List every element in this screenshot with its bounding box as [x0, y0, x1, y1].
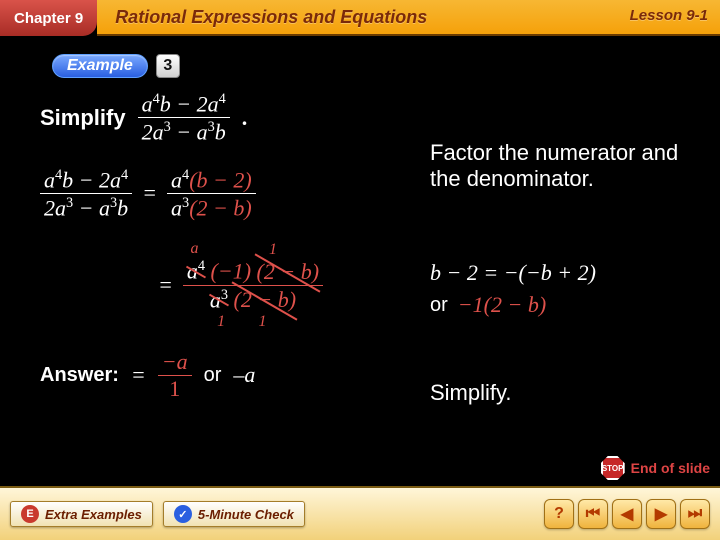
title-band: Rational Expressions and Equations Lesso…	[97, 0, 720, 36]
five-minute-check-button[interactable]: ✓ 5-Minute Check	[163, 501, 305, 527]
last-button[interactable]: ⏭	[680, 499, 710, 529]
prompt-den: 2a3 − a3b	[138, 120, 230, 143]
step1-lhs: a4b − 2a4 2a3 − a3b	[40, 168, 132, 220]
unit-title: Rational Expressions and Equations	[115, 7, 427, 28]
rewrite-lhs: b − 2 = −(−b + 2)	[430, 260, 596, 286]
extra-label: Extra Examples	[45, 507, 142, 522]
end-of-slide: STOP End of slide	[601, 456, 710, 480]
slide-content: Simplify a4b − 2a4 2a3 − a3b . a4b − 2a4…	[40, 92, 680, 470]
step3-explain: Simplify.	[430, 380, 512, 406]
step2-explain: b − 2 = −(−b + 2)	[430, 260, 596, 286]
cancel-a3: a3 1	[210, 288, 228, 311]
nav-cluster: ? ⏮ ◀ ▶ ⏭	[544, 499, 710, 529]
cancel-num-par: (2 − b) 1	[257, 261, 320, 283]
step1-rhs: a4(b − 2) a3(2 − b)	[167, 168, 256, 220]
first-button[interactable]: ⏮	[578, 499, 608, 529]
bottom-bar: E Extra Examples ✓ 5-Minute Check ? ⏮ ◀ …	[0, 486, 720, 540]
eq-sign-3: =	[131, 362, 146, 388]
prompt-verb: Simplify	[40, 105, 126, 131]
eq-sign-2: =	[158, 272, 173, 298]
cancel-den-par: (2 − b) 1	[234, 289, 297, 311]
example-number: 3	[156, 54, 180, 78]
step2-row: = a4 a (−1) (2 − b) 1 a3	[158, 259, 680, 311]
top-bar: Chapter 9 Rational Expressions and Equat…	[0, 0, 720, 36]
step2-frac: a4 a (−1) (2 − b) 1 a3 1	[183, 259, 323, 311]
example-pill: Example	[52, 54, 148, 78]
prompt-num: a4b − 2a4	[138, 92, 230, 115]
answer-label: Answer:	[40, 364, 119, 387]
check-label: 5-Minute Check	[198, 507, 294, 522]
rewrite-rhs: −1(2 − b)	[458, 292, 546, 318]
prompt-period: .	[242, 105, 248, 131]
example-badge: Example 3	[52, 54, 180, 78]
stop-icon: STOP	[601, 456, 625, 480]
end-label: End of slide	[631, 460, 710, 476]
lesson-label: Lesson 9-1	[630, 7, 708, 24]
step2-explain-2: or −1(2 − b)	[430, 292, 546, 318]
cancel-label-a: a	[190, 241, 198, 257]
answer-or: or	[204, 364, 222, 387]
extra-icon: E	[21, 505, 39, 523]
answer-frac: −a 1	[158, 351, 192, 400]
cancel-label-1l: 1	[217, 314, 225, 330]
step1-explain: Factor the numerator and the denominator…	[430, 140, 680, 192]
help-button[interactable]: ?	[544, 499, 574, 529]
cancel-a4: a4 a	[187, 259, 205, 282]
cancel-label-1top: 1	[269, 242, 277, 258]
prompt-fraction: a4b − 2a4 2a3 − a3b	[138, 92, 230, 144]
eq-sign-1: =	[142, 180, 157, 206]
or-label: or	[430, 294, 448, 317]
answer-row: Answer: = −a 1 or –a	[40, 351, 680, 400]
answer-alt: –a	[233, 362, 255, 388]
chapter-tab: Chapter 9	[0, 0, 97, 36]
prev-button[interactable]: ◀	[612, 499, 642, 529]
check-icon: ✓	[174, 505, 192, 523]
cancel-label-1r: 1	[259, 314, 267, 330]
prompt-row: Simplify a4b − 2a4 2a3 − a3b .	[40, 92, 680, 144]
extra-examples-button[interactable]: E Extra Examples	[10, 501, 153, 527]
next-button[interactable]: ▶	[646, 499, 676, 529]
